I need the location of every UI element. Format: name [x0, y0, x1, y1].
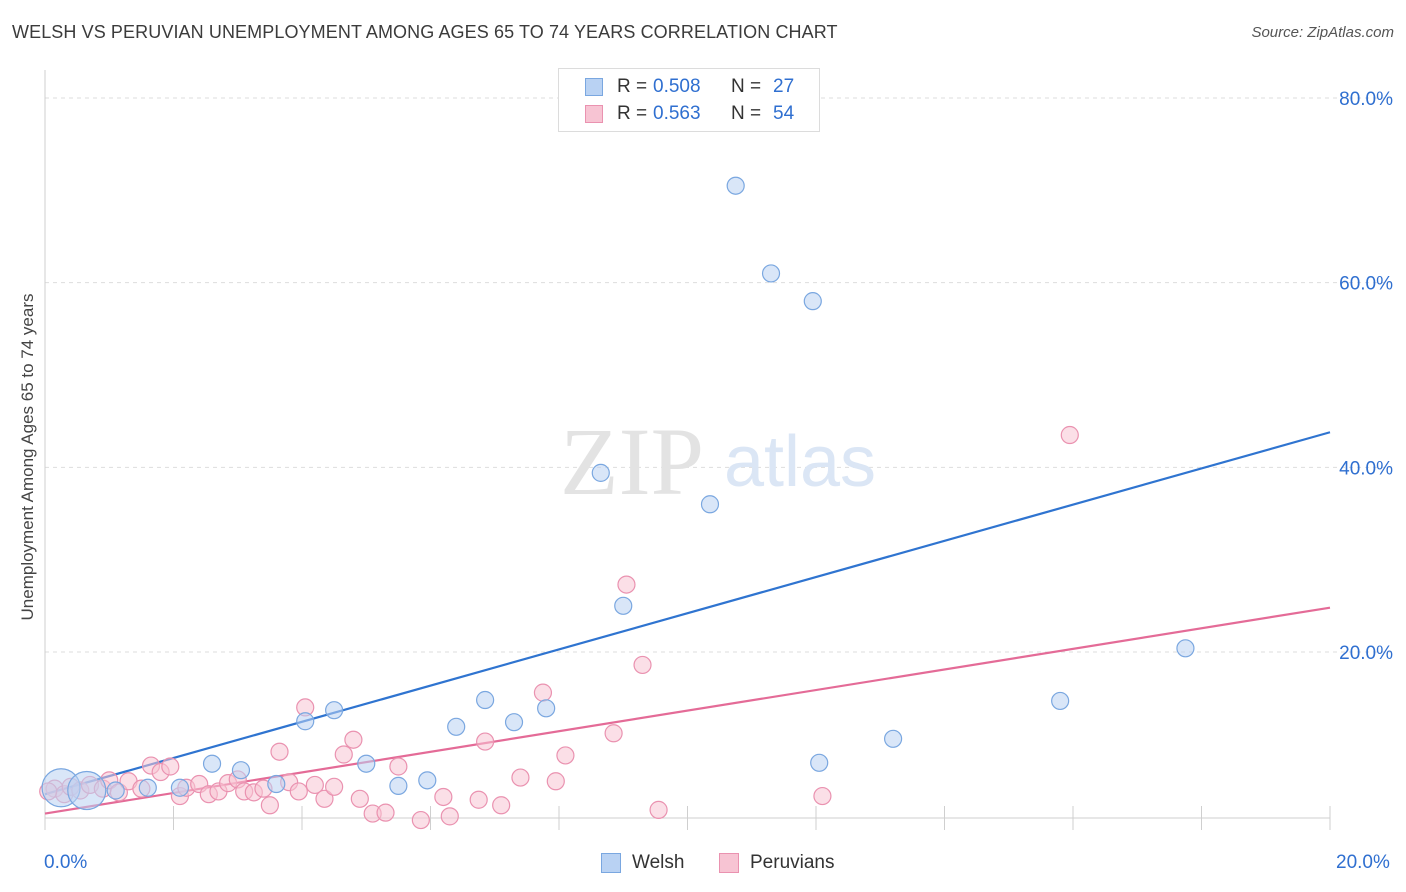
peruvians-point [350, 789, 369, 808]
correlation-legend: R = 0.508 N = 27 R = 0.563 N = 54 [558, 68, 820, 132]
welsh-point [231, 761, 251, 780]
n-value: 27 [773, 76, 795, 97]
r-label: R = [617, 103, 648, 124]
welsh-point [1051, 691, 1070, 711]
r-label: R = [617, 76, 648, 97]
welsh-point [170, 778, 190, 797]
peruvians-point [440, 807, 459, 826]
y-tick-labels: 20.0% 40.0% 60.0% 80.0% [1339, 89, 1393, 664]
legend-row-peruvians: R = 0.563 N = 54 [585, 102, 794, 126]
welsh-point [138, 778, 157, 797]
peruvians-point [389, 757, 408, 776]
gridlines [45, 97, 1392, 653]
peruvians-point [260, 796, 279, 815]
peruvians-point [315, 789, 334, 808]
peruvians-point [546, 772, 565, 791]
peruvians-point [604, 724, 623, 743]
peruvians-legend-swatch [719, 853, 739, 873]
peruvians-point [305, 775, 324, 795]
peruvians-point [1060, 425, 1079, 445]
peruvians-point [376, 803, 395, 822]
y-tick-label-40: 40.0% [1339, 458, 1393, 479]
welsh-point [202, 754, 222, 773]
peruvians-swatch [585, 105, 603, 123]
peruvians-point [334, 745, 353, 764]
welsh-point [1176, 639, 1195, 658]
r-value: 0.508 [653, 76, 701, 97]
peruvians-point [325, 777, 344, 796]
welsh-trend-line [44, 431, 1331, 796]
welsh-legend-swatch [601, 853, 621, 873]
welsh-point [537, 699, 556, 718]
welsh-point [504, 713, 524, 732]
welsh-point [418, 771, 437, 790]
welsh-point [761, 264, 781, 283]
peruvians-trend-line [44, 606, 1331, 815]
welsh-point [296, 712, 315, 731]
watermark-atlas: atlas [724, 422, 876, 502]
welsh-legend-label: Welsh [632, 852, 685, 873]
legend-item-welsh[interactable]: Welsh [601, 852, 684, 874]
peruvians-point [411, 810, 430, 830]
peruvians-point [476, 732, 495, 751]
watermark: ZIP atlas [560, 408, 876, 515]
peruvians-point [492, 796, 511, 815]
welsh-point [883, 729, 903, 748]
welsh-point [357, 754, 376, 773]
welsh-point [267, 774, 286, 794]
chart-title: WELSH VS PERUVIAN UNEMPLOYMENT AMONG AGE… [12, 22, 838, 42]
peruvians-point [556, 746, 575, 765]
welsh-point [803, 292, 822, 311]
x-tick-label-min: 0.0% [44, 852, 88, 873]
watermark-zip: ZIP [560, 408, 704, 515]
y-tick-label-80: 80.0% [1339, 89, 1393, 110]
peruvians-point [649, 800, 668, 819]
welsh-swatch [585, 78, 603, 96]
x-tick-label-max: 20.0% [1336, 852, 1390, 873]
legend-item-peruvians[interactable]: Peruvians [719, 852, 835, 874]
source-attribution: Source: ZipAtlas.com [1251, 24, 1394, 41]
n-label: N = [731, 76, 762, 97]
r-value: 0.563 [653, 103, 701, 124]
peruvians-point [617, 575, 636, 594]
series-legend: Welsh Peruvians [0, 852, 1406, 878]
peruvians-point [511, 768, 530, 787]
trend-lines [44, 431, 1331, 815]
peruvians-point [533, 683, 553, 702]
welsh-point [614, 596, 633, 615]
welsh-point [447, 717, 466, 736]
welsh-point [476, 690, 495, 710]
n-label: N = [731, 103, 762, 124]
welsh-point [700, 495, 720, 514]
welsh-point [67, 770, 107, 811]
peruvians-legend-label: Peruvians [750, 852, 835, 873]
peruvians-point [434, 787, 453, 807]
peruvians-point [289, 782, 308, 801]
welsh-point [389, 776, 408, 795]
peruvians-point [344, 730, 363, 749]
welsh-point [591, 463, 610, 482]
y-tick-label-60: 60.0% [1339, 274, 1393, 295]
peruvians-point [161, 757, 180, 776]
legend-row-welsh: R = 0.508 N = 27 [585, 75, 794, 99]
peruvians-point [469, 790, 488, 809]
peruvians-point [270, 742, 289, 761]
axes [44, 70, 1331, 830]
y-tick-label-20: 20.0% [1339, 643, 1393, 664]
welsh-point [106, 781, 125, 800]
peruvians-point [633, 655, 652, 675]
welsh-point [810, 753, 829, 772]
peruvians-point [813, 786, 832, 806]
n-value: 54 [773, 103, 795, 124]
data-points [39, 176, 1195, 830]
welsh-point [726, 176, 745, 195]
welsh-point [325, 701, 344, 720]
